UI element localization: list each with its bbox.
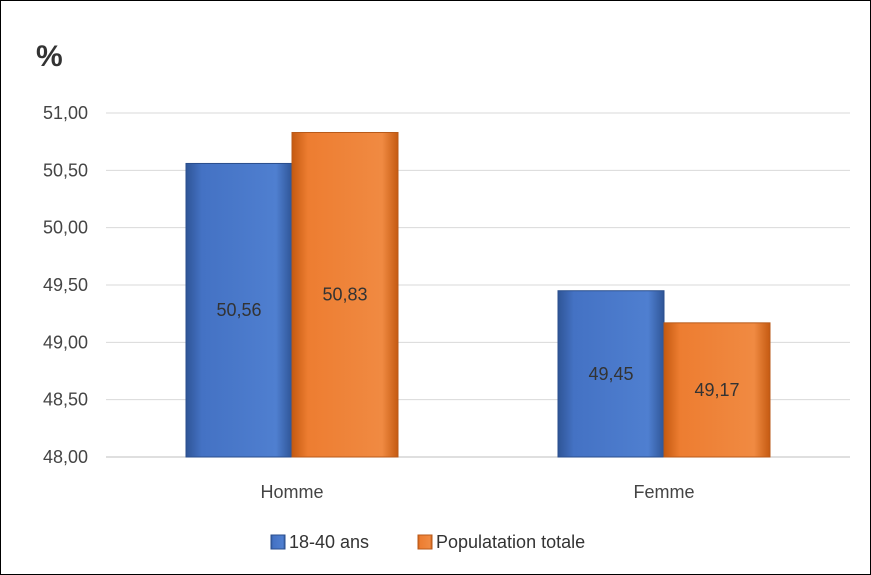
y-tick-label: 51,00 xyxy=(43,103,88,123)
legend: 18-40 ans Populatation totale xyxy=(270,532,585,552)
data-label: 49,17 xyxy=(694,380,739,400)
data-label: 50,56 xyxy=(216,300,261,320)
y-tick-label: 50,50 xyxy=(43,160,88,180)
bar-0-0 xyxy=(185,162,293,458)
data-labels: 50,56 50,83 49,45 49,17 xyxy=(216,285,739,400)
x-axis: Homme Femme xyxy=(260,482,694,502)
bar-1-1 xyxy=(663,322,771,458)
legend-label-1: Populatation totale xyxy=(436,532,585,552)
legend-swatch-0 xyxy=(270,534,286,550)
chart-title: % xyxy=(36,40,63,73)
data-label: 50,83 xyxy=(322,285,367,305)
y-tick-label: 48,00 xyxy=(43,447,88,467)
y-tick-label: 49,50 xyxy=(43,275,88,295)
y-tick-label: 50,00 xyxy=(43,218,88,238)
data-label: 49,45 xyxy=(588,364,633,384)
bar-0-1 xyxy=(291,131,399,458)
bars xyxy=(185,131,771,458)
x-tick-label: Femme xyxy=(633,482,694,502)
legend-swatch-1 xyxy=(417,534,433,550)
y-tick-label: 49,00 xyxy=(43,332,88,352)
y-tick-label: 48,50 xyxy=(43,390,88,410)
y-axis: 48,00 48,50 49,00 49,50 50,00 50,50 51,00 xyxy=(43,103,88,467)
bar-1-0 xyxy=(557,290,665,458)
x-tick-label: Homme xyxy=(260,482,323,502)
legend-label-0: 18-40 ans xyxy=(289,532,369,552)
